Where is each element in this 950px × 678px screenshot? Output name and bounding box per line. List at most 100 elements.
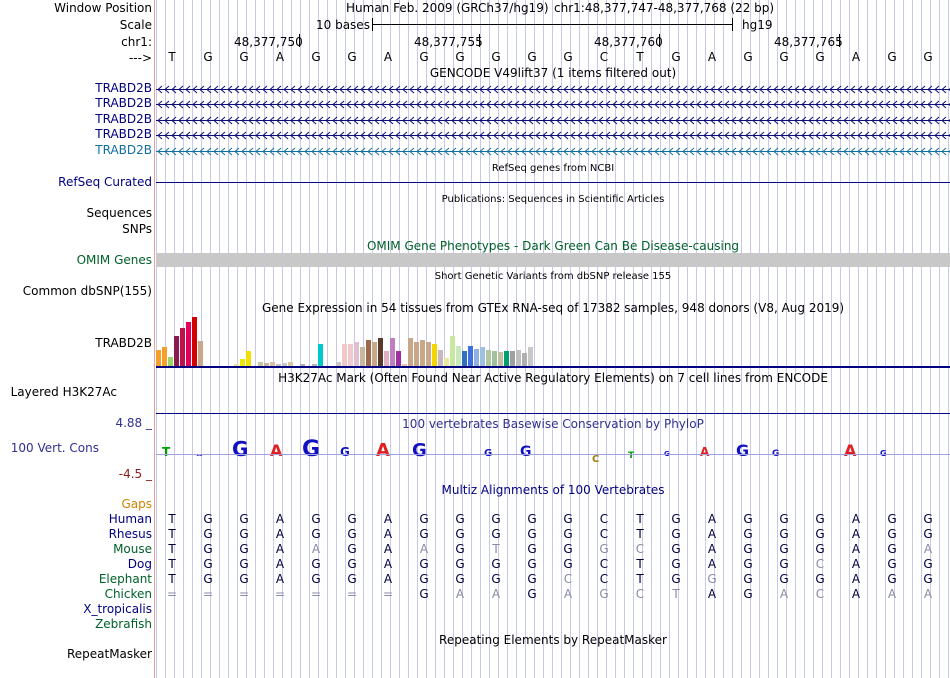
gencode-transcript-1[interactable] — [156, 83, 950, 94]
gencode-transcript-2[interactable] — [156, 98, 950, 109]
gtex-tissue-bar[interactable] — [396, 351, 401, 366]
gtex-tissue-bar[interactable] — [426, 342, 431, 366]
gtex-tissue-bar[interactable] — [480, 347, 485, 366]
h3k27ac-track-label[interactable]: Layered H3K27Ac — [10, 385, 117, 399]
gtex-tissue-bar[interactable] — [270, 362, 275, 366]
gtex-tissue-bar[interactable] — [492, 351, 497, 366]
gtex-tissue-bar[interactable] — [414, 342, 419, 366]
gtex-tissue-bar[interactable] — [468, 346, 473, 366]
gtex-tissue-bar[interactable] — [438, 350, 443, 366]
multiz-track-title[interactable]: Multiz Alignments of 100 Vertebrates — [441, 483, 665, 497]
gencode-transcript-3[interactable] — [156, 114, 950, 125]
gtex-tissue-bar[interactable] — [318, 344, 323, 366]
dbsnp-track-label[interactable]: Common dbSNP(155) — [22, 284, 152, 298]
gtex-tissue-bar[interactable] — [516, 350, 521, 366]
aligned-base: G — [311, 572, 321, 586]
aligned-base: G — [239, 572, 249, 586]
gtex-tissue-bar[interactable] — [486, 350, 491, 366]
omim-gene-bar[interactable] — [156, 253, 950, 267]
gtex-tissue-bar[interactable] — [186, 322, 191, 366]
aligned-base: A — [707, 542, 717, 556]
aligned-base: G — [923, 572, 933, 586]
gtex-tissue-bar[interactable] — [336, 362, 341, 366]
gencode-track-title[interactable]: GENCODE V49lift37 (1 items filtered out) — [429, 66, 677, 80]
gridline — [246, 0, 247, 678]
cons-track-label[interactable]: 100 Vert. Cons — [10, 441, 99, 455]
aligned-base: G — [311, 527, 321, 541]
gencode-item-label-4[interactable]: TRABD2B — [95, 127, 152, 141]
gtex-tissue-bar[interactable] — [384, 351, 389, 366]
dbsnp-track-title[interactable]: Short Genetic Variants from dbSNP releas… — [434, 271, 672, 282]
gtex-tissue-bar[interactable] — [240, 359, 245, 366]
base-letter: T — [168, 50, 176, 64]
gtex-tissue-bar[interactable] — [174, 336, 179, 366]
gtex-tissue-bar[interactable] — [198, 341, 203, 366]
gtex-tissue-bar[interactable] — [504, 351, 509, 366]
base-letter: G — [311, 50, 321, 64]
gtex-tissue-bar[interactable] — [282, 363, 287, 366]
gtex-tissue-bar[interactable] — [180, 328, 185, 366]
gtex-tissue-bar[interactable] — [402, 364, 407, 366]
gtex-tissue-bar[interactable] — [378, 338, 383, 366]
refseq-track-title[interactable]: RefSeq genes from NCBI — [491, 163, 615, 174]
gridline — [903, 0, 904, 678]
gtex-tissue-bar[interactable] — [342, 344, 347, 366]
gtex-tissue-bar[interactable] — [258, 362, 263, 366]
repeatmasker-track-label[interactable]: RepeatMasker — [66, 647, 152, 661]
gtex-tissue-bar[interactable] — [372, 342, 377, 366]
snps-track-label[interactable]: SNPs — [122, 222, 152, 236]
gtex-tissue-bar[interactable] — [522, 353, 527, 366]
gtex-tissue-bar[interactable] — [312, 364, 317, 366]
gtex-tissue-bar[interactable] — [462, 351, 467, 366]
gtex-tissue-bar[interactable] — [456, 346, 461, 366]
gtex-tissue-bar[interactable] — [498, 352, 503, 366]
gtex-tissue-bar[interactable] — [300, 364, 305, 366]
gtex-tissue-bar[interactable] — [162, 347, 167, 366]
gtex-tissue-bar[interactable] — [264, 363, 269, 366]
omim-track-title[interactable]: OMIM Gene Phenotypes - Dark Green Can Be… — [366, 239, 740, 253]
phylop-conservation-logo[interactable]: T G G A G G A G G G C T G A G G A G — [156, 432, 950, 472]
gencode-item-label-3[interactable]: TRABD2B — [95, 112, 152, 126]
gtex-tissue-bar[interactable] — [360, 347, 365, 366]
refseq-track-label[interactable]: RefSeq Curated — [58, 175, 152, 189]
gtex-tissue-bar[interactable] — [390, 338, 395, 366]
gtex-tissue-bar[interactable] — [246, 351, 251, 366]
gridline — [840, 0, 841, 678]
gtex-tissue-bar[interactable] — [420, 340, 425, 366]
gtex-tissue-bar[interactable] — [450, 336, 455, 366]
sequences-track-label[interactable]: Sequences — [86, 206, 152, 220]
publications-track-title[interactable]: Publications: Sequences in Scientific Ar… — [441, 194, 665, 205]
refseq-gene-line[interactable] — [156, 182, 950, 183]
gtex-tissue-bar[interactable] — [156, 350, 161, 366]
gtex-tissue-bar[interactable] — [366, 340, 371, 366]
repeatmasker-track-title[interactable]: Repeating Elements by RepeatMasker — [439, 633, 667, 647]
gtex-tissue-bar[interactable] — [288, 362, 293, 366]
aligned-base: G — [311, 557, 321, 571]
gencode-transcript-5[interactable] — [156, 145, 950, 156]
gtex-tissue-bar[interactable] — [276, 364, 281, 366]
gtex-tissue-bar[interactable] — [408, 338, 413, 366]
gtex-tissue-bar[interactable] — [444, 358, 449, 366]
gtex-tissue-bar[interactable] — [474, 349, 479, 366]
gtex-track-title[interactable]: Gene Expression in 54 tissues from GTEx … — [261, 301, 845, 315]
gtex-tissue-bar[interactable] — [432, 344, 437, 366]
gencode-item-label-1[interactable]: TRABD2B — [95, 81, 152, 95]
gtex-tissue-bar[interactable] — [528, 347, 533, 366]
gtex-tissue-bar[interactable] — [354, 342, 359, 366]
gencode-item-label-5[interactable]: TRABD2B — [95, 143, 152, 157]
gridline — [300, 0, 301, 678]
gtex-tissue-bar[interactable] — [510, 351, 515, 366]
phylop-track-title[interactable]: 100 vertebrates Basewise Conservation by… — [402, 417, 704, 431]
gtex-track-label[interactable]: TRABD2B — [95, 336, 152, 350]
gtex-tissue-bar[interactable] — [234, 364, 239, 366]
gencode-transcript-4[interactable] — [156, 129, 950, 140]
gtex-tissue-bar[interactable] — [192, 317, 197, 366]
gtex-tissue-bar[interactable] — [348, 344, 353, 366]
gencode-item-label-2[interactable]: TRABD2B — [95, 96, 152, 110]
gtex-expression-chart[interactable] — [156, 316, 536, 366]
omim-track-label[interactable]: OMIM Genes — [76, 253, 152, 267]
browser-track-image[interactable]: Human Feb. 2009 (GRCh37/hg19) chr1:48,37… — [156, 0, 950, 678]
h3k27ac-track-title[interactable]: H3K27Ac Mark (Often Found Near Active Re… — [278, 371, 828, 385]
gtex-tissue-bar[interactable] — [168, 357, 173, 366]
